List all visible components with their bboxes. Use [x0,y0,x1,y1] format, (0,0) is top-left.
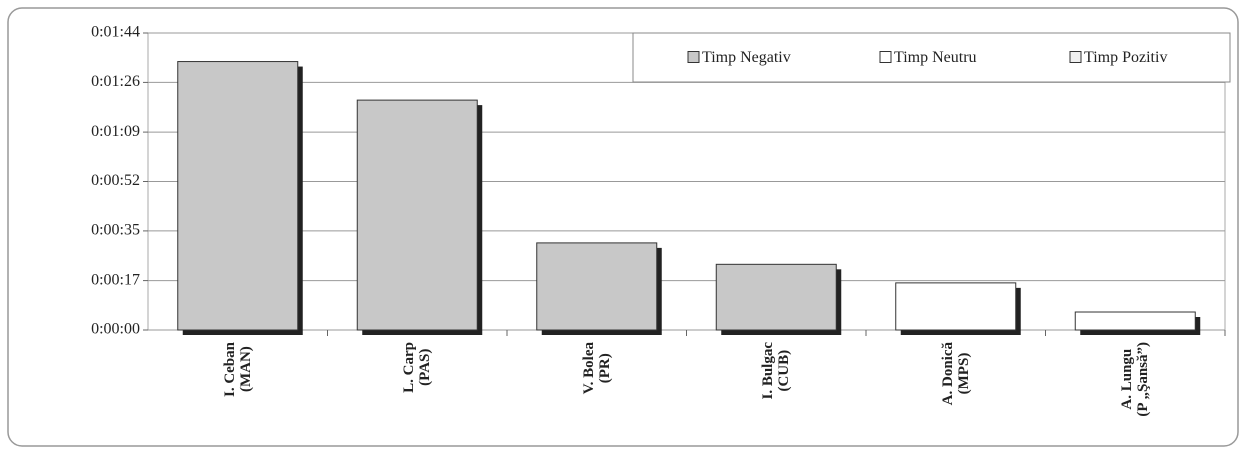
y-tick-label: 0:00:17 [91,271,140,288]
legend-label: Timp Neutru [894,49,977,66]
bar [895,282,1017,331]
x-tick-label: I. Ceban (MAN) [221,342,254,398]
x-tick-label: A. Lungu (P „Şansă”) [1119,342,1152,417]
y-tick-label: 0:01:09 [91,123,140,140]
bar [715,263,837,331]
legend-swatch [687,51,700,63]
y-tick-label: 0:00:52 [91,172,140,189]
x-tick-label: L. Carp (PAS) [401,342,434,393]
y-tick-label: 0:01:26 [91,73,140,90]
bar [177,61,299,331]
legend-label: Timp Pozitiv [1084,49,1167,66]
bar [1074,311,1196,331]
x-tick-label: I. Bulgac (CUB) [760,342,793,400]
y-tick-label: 0:01:44 [91,24,140,41]
x-tick-label: V. Bolea (PR) [580,342,613,395]
bar [536,242,658,331]
y-tick-label: 0:00:00 [91,321,140,338]
frame [7,7,1239,447]
x-tick-label: A. Donică (MPS) [939,342,972,406]
y-tick-label: 0:00:35 [91,222,140,239]
legend [632,32,1231,83]
bar [356,99,478,331]
legend-swatch [1069,51,1082,63]
legend-label: Timp Negativ [702,49,791,66]
legend-swatch [879,51,892,63]
